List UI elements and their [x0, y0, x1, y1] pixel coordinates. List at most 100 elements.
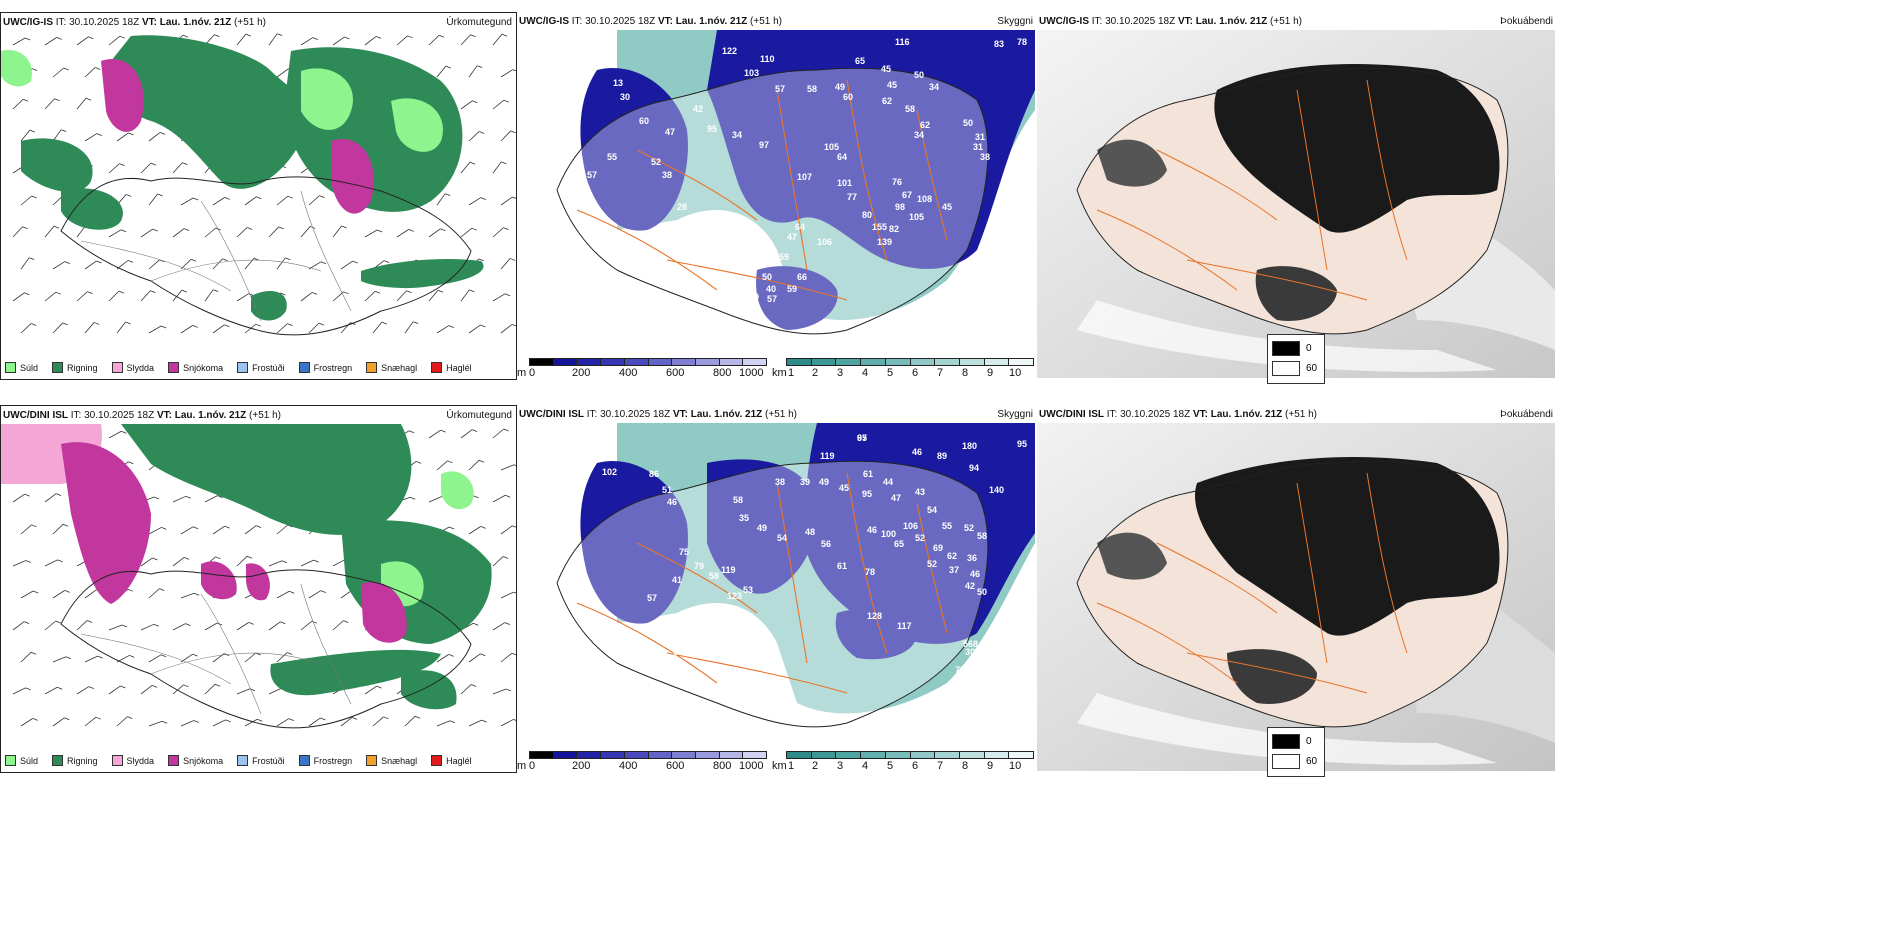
wind-barb-flag: [153, 623, 159, 627]
snow-area: [101, 59, 144, 132]
wind-barb: [172, 495, 186, 503]
wind-barb-flag: [64, 590, 70, 593]
fog-band: [1077, 693, 1497, 765]
wind-barb: [500, 130, 512, 142]
wind-barb: [172, 289, 183, 302]
vt-label: VT:: [1192, 409, 1208, 420]
wind-barb-flag: [213, 289, 219, 293]
wind-barb: [436, 460, 448, 471]
wind-barb: [276, 195, 289, 206]
legend-item: Rigning: [52, 755, 98, 766]
ceiling-value-label: 55: [607, 152, 617, 162]
wind-barb: [140, 228, 153, 238]
wind-barb-flag: [501, 33, 508, 37]
wind-barb-flag: [150, 162, 157, 166]
ceiling-value-label: 47: [787, 232, 797, 242]
ceiling-value-label: 37: [949, 565, 959, 575]
wind-barb: [364, 685, 377, 695]
ceiling-value-label: 28: [677, 202, 687, 212]
ceiling-value-label: 306: [965, 647, 980, 657]
wind-barb: [140, 685, 153, 695]
wind-barb-flag: [503, 227, 509, 231]
wind-barb-flag: [150, 290, 156, 293]
fog-legend: 0 60: [1267, 334, 1325, 384]
wind-barb: [500, 69, 514, 78]
wind-barb-flag: [478, 258, 484, 262]
ceiling-value-label: 48: [805, 527, 815, 537]
coastline: [556, 67, 989, 335]
wind-barb: [140, 290, 151, 302]
ceiling-value-label: 53: [743, 585, 753, 595]
tick-label: 9: [987, 367, 994, 379]
legend-swatch: [298, 755, 310, 766]
ceiling-value-label: 88: [707, 217, 717, 227]
wind-barb: [172, 684, 184, 695]
ceiling-value-label: 57: [647, 593, 657, 603]
wind-barb: [12, 292, 25, 302]
ceiling-value-label: 97: [857, 433, 867, 443]
legend-label: Frostúði: [252, 362, 285, 373]
ceiling-value-label: 116: [895, 37, 910, 47]
wind-barb: [364, 36, 377, 46]
wind-barb: [44, 98, 55, 110]
wind-barb: [44, 559, 58, 567]
fog-legend-label: 60: [1306, 756, 1318, 767]
wind-barb-flag: [225, 719, 231, 723]
wind-barb-flag: [503, 556, 509, 559]
wind-barb-flag: [127, 588, 134, 592]
wind-barb-flag: [445, 193, 451, 197]
wind-barb-flag: [313, 559, 319, 563]
tick-label: 3: [837, 760, 844, 772]
ceiling-value-label: 110: [760, 54, 775, 64]
wind-barb-flag: [57, 686, 63, 690]
fog-dark: [1227, 649, 1317, 704]
fog-swatch: [1272, 361, 1300, 376]
wind-barb-flag: [183, 684, 189, 688]
it-label: IT:: [571, 16, 583, 27]
wind-barb-flag: [96, 133, 103, 136]
wind-barb: [108, 685, 121, 695]
wind-barb: [172, 623, 186, 631]
legend-swatch: [298, 362, 310, 373]
wind-barb: [76, 36, 89, 46]
ceiling-value-label: 51: [662, 485, 672, 495]
wind-barb-flag: [319, 195, 325, 199]
drizzle-area: [441, 471, 474, 510]
ceiling-value-label: 77: [847, 192, 857, 202]
wind-barb: [84, 716, 97, 727]
precip-legend: Súld Rigning Slydda Snjókoma Frostúði Frostre…: [5, 362, 472, 373]
ceiling-value-label: 79: [955, 665, 965, 675]
it-label: IT:: [70, 410, 82, 421]
wind-barb-flag: [121, 624, 128, 628]
tick-label: 200: [572, 760, 591, 772]
wind-barb: [492, 428, 504, 439]
wind-barb-flag: [343, 291, 349, 295]
fog-legend-label: 0: [1306, 343, 1312, 354]
wind-barb-flag: [278, 226, 284, 230]
ceiling-value-label: 180: [962, 441, 977, 451]
ceiling-value-label: 50: [914, 70, 924, 80]
ceiling-value-label: 155: [872, 222, 887, 232]
ceiling-value-label: 50: [963, 118, 973, 128]
legend-item: Slydda: [111, 362, 154, 373]
ceiling-value-label: 119: [820, 451, 835, 461]
precip-type-panel: UWC/IG-IS IT: 30.10.2025 18Z VT: Lau. 1.…: [0, 12, 517, 380]
panel-title: Þokuábendi: [1500, 16, 1553, 27]
precip-map: [1, 33, 516, 336]
wind-barb: [212, 525, 225, 535]
it-label: IT:: [1091, 16, 1103, 27]
wind-barb: [20, 524, 32, 535]
land: [557, 461, 988, 727]
wind-barb-flag: [85, 97, 92, 101]
wind-barb: [468, 459, 480, 471]
it-value: 30.10.2025 18Z: [1120, 409, 1191, 420]
wind-barb: [236, 227, 248, 238]
wind-barb: [20, 718, 33, 727]
legend-label: Slydda: [126, 755, 155, 766]
ceiling-value-label: 47: [891, 493, 901, 503]
wind-barb-flag: [151, 685, 158, 688]
ceiling-value-label: 45: [881, 64, 891, 74]
panel-header: UWC/IG-IS IT: 30.10.2025 18Z VT: Lau. 1.…: [519, 16, 782, 27]
wind-barb-flag: [511, 652, 516, 656]
wind-barb-flag: [121, 430, 127, 434]
